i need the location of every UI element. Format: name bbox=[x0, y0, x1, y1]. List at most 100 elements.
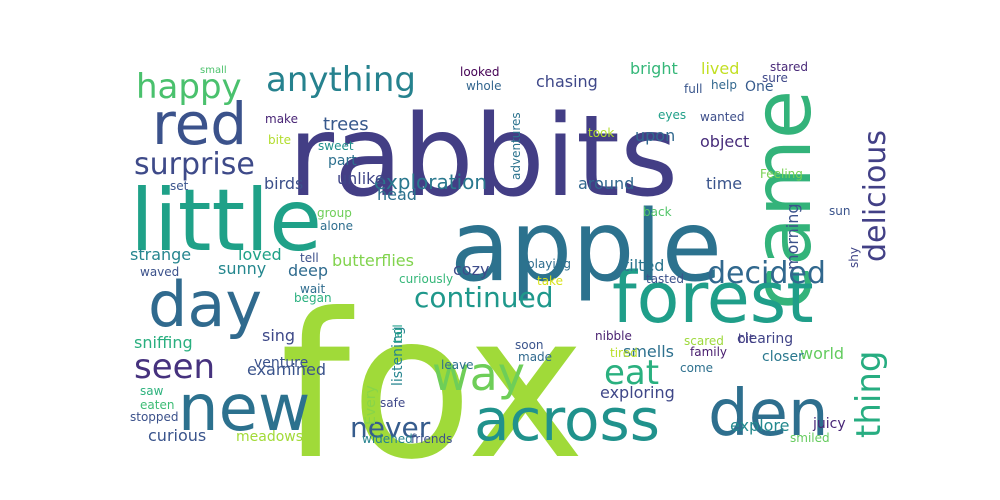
word-cozy: cozy bbox=[453, 260, 489, 279]
word-seen: seen bbox=[134, 347, 215, 387]
word-part: part bbox=[328, 153, 357, 169]
word-smells: smells bbox=[623, 342, 674, 361]
word-anything: anything bbox=[266, 60, 416, 100]
word-time: time bbox=[706, 174, 742, 193]
word-leave: leave bbox=[441, 358, 474, 372]
word-trees: trees bbox=[323, 114, 369, 135]
word-birds: birds bbox=[264, 174, 303, 193]
word-venture: venture bbox=[254, 355, 308, 371]
word-scared: scared bbox=[684, 334, 724, 348]
word-sing: sing bbox=[262, 326, 295, 345]
word-new: new bbox=[178, 372, 310, 446]
word-happy: happy bbox=[136, 67, 242, 107]
word-head: head bbox=[377, 185, 417, 204]
word-shy: shy bbox=[847, 247, 861, 268]
word-wanted: wanted bbox=[700, 110, 744, 124]
word-explore: explore bbox=[730, 416, 790, 435]
word-eaten: eaten bbox=[140, 398, 174, 412]
word-thing: thing bbox=[849, 351, 889, 438]
word-around: around bbox=[578, 174, 634, 193]
word-upon: upon bbox=[635, 126, 675, 145]
word-rabbits: rabbits bbox=[288, 92, 678, 222]
word-sure: sure bbox=[762, 71, 788, 85]
word-listening: listening bbox=[390, 326, 406, 386]
word-one: One bbox=[745, 79, 774, 95]
word-apple: apple bbox=[450, 190, 722, 304]
word-feeling: Feeling bbox=[760, 167, 803, 181]
word-tired: tired bbox=[610, 346, 638, 360]
word-sun: sun bbox=[829, 204, 850, 218]
word-soon: soon bbox=[515, 338, 544, 352]
word-examined: examined bbox=[247, 360, 326, 379]
word-object: object bbox=[700, 132, 749, 151]
word-whole: whole bbox=[466, 79, 501, 93]
word-made: made bbox=[518, 350, 552, 364]
word-continued: continued bbox=[414, 281, 554, 314]
word-delicious: delicious bbox=[858, 130, 893, 262]
word-come: come bbox=[680, 361, 713, 375]
word-back: back bbox=[643, 205, 672, 219]
word-morning: morning bbox=[783, 203, 802, 270]
word-bite: bite bbox=[268, 133, 291, 147]
word-forest: forest bbox=[612, 257, 814, 339]
word-set: set bbox=[170, 179, 189, 193]
word-clearing: clearing bbox=[737, 331, 793, 347]
word-tilted: tilted bbox=[623, 256, 664, 275]
word-surprise: surprise bbox=[134, 147, 255, 182]
word-sniffing: sniffing bbox=[134, 333, 193, 352]
word-saw: saw bbox=[140, 384, 164, 398]
word-bit: bit bbox=[738, 332, 754, 346]
word-began: began bbox=[294, 291, 332, 305]
word-fox: fox bbox=[280, 271, 585, 500]
word-tail: tail bbox=[391, 324, 405, 343]
word-stared: stared bbox=[770, 60, 808, 74]
word-adventures: adventures bbox=[509, 112, 523, 180]
word-world: world bbox=[800, 344, 844, 363]
word-exploring: exploring bbox=[600, 383, 675, 402]
word-curious: curious bbox=[148, 426, 206, 445]
word-take: take bbox=[537, 274, 563, 288]
word-exploration: exploration bbox=[374, 170, 487, 194]
word-bright: bright bbox=[630, 59, 678, 78]
word-every: Every bbox=[363, 385, 379, 425]
word-curiously: curiously bbox=[399, 272, 453, 286]
word-sweet: sweet bbox=[318, 139, 354, 153]
word-decided: decided bbox=[707, 256, 826, 291]
word-wait: wait bbox=[300, 282, 326, 296]
word-small: small bbox=[200, 65, 227, 76]
word-looked: looked bbox=[460, 65, 500, 79]
word-alone: alone bbox=[320, 219, 353, 233]
word-help: help bbox=[711, 78, 737, 92]
word-juicy: juicy bbox=[812, 416, 846, 432]
word-tell: tell bbox=[300, 251, 319, 265]
word-playing: playing bbox=[527, 257, 571, 271]
word-waved: waved bbox=[140, 265, 179, 279]
word-family: family bbox=[690, 345, 727, 359]
word-stopped: stopped bbox=[130, 410, 179, 424]
word-unlike: unlike bbox=[337, 169, 385, 188]
word-chasing: chasing bbox=[536, 72, 598, 91]
word-den: den bbox=[708, 377, 829, 451]
word-butterflies: butterflies bbox=[332, 251, 414, 270]
word-full: full bbox=[684, 82, 703, 96]
word-came: came bbox=[736, 90, 829, 310]
word-smiled: smiled bbox=[790, 431, 830, 445]
word-make: make bbox=[265, 112, 298, 126]
word-tasted: tasted bbox=[646, 272, 684, 286]
word-friends: friends bbox=[411, 432, 452, 446]
word-never: never bbox=[350, 411, 431, 444]
word-widened: widened bbox=[362, 432, 413, 446]
word-took: took bbox=[588, 126, 614, 140]
word-safe: safe bbox=[380, 396, 405, 410]
word-little: little bbox=[130, 171, 322, 271]
word-loved: loved bbox=[238, 245, 282, 264]
word-sunny: sunny bbox=[218, 259, 266, 278]
word-way: way bbox=[432, 347, 525, 401]
word-nibble: nibble bbox=[595, 329, 632, 343]
word-across: across bbox=[474, 386, 660, 454]
word-strange: strange bbox=[130, 245, 191, 264]
word-lived: lived bbox=[701, 59, 739, 78]
word-deep: deep bbox=[288, 261, 328, 280]
word-meadows: meadows bbox=[236, 429, 303, 445]
